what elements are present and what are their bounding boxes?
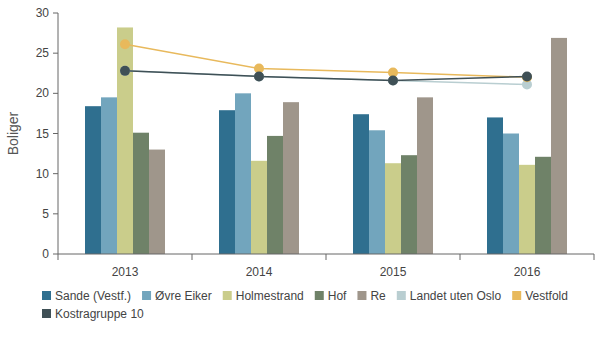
bar [267, 136, 283, 254]
plot-area [85, 27, 567, 254]
bar [117, 27, 133, 254]
y-tick [53, 254, 58, 255]
legend-label: Sande (Vestf.) [55, 289, 131, 303]
line-marker [120, 39, 130, 49]
bar [369, 130, 385, 254]
legend-swatch [223, 291, 232, 300]
legend-swatch [142, 291, 151, 300]
legend-item: Sande (Vestf.) [42, 289, 131, 303]
line-marker [388, 75, 398, 85]
bar [283, 102, 299, 254]
legend-label: Hof [328, 289, 347, 303]
legend-label: Landet uten Oslo [410, 289, 502, 303]
y-tick [53, 93, 58, 94]
line [125, 71, 527, 85]
legend-item: Holmestrand [223, 289, 304, 303]
legend-label: Øvre Eiker [155, 289, 212, 303]
legend-label: Vestfold [525, 289, 568, 303]
bar [353, 114, 369, 254]
y-tick-label: 30 [36, 6, 50, 20]
legend-item: Vestfold [512, 289, 568, 303]
legend-swatch [512, 291, 521, 300]
chart: 0 5 10 15 20 25 30 Boliger 2013 2014 2015 2016 Sande… [0, 0, 600, 338]
legend-swatch [397, 291, 406, 300]
y-tick-label: 25 [36, 46, 50, 60]
x-tick-label: 2014 [246, 265, 273, 279]
bar [219, 110, 235, 254]
bar [401, 155, 417, 254]
bar [535, 157, 551, 254]
line-marker [388, 75, 398, 85]
y-tick-label: 0 [42, 247, 49, 261]
legend-swatch [357, 291, 366, 300]
bar [487, 117, 503, 254]
y-tick [53, 133, 58, 134]
bar [251, 161, 267, 254]
bar [85, 106, 101, 254]
x-tick-separator [460, 254, 461, 260]
x-tick-separator [58, 254, 59, 260]
bar [101, 97, 117, 254]
legend-swatch [42, 309, 51, 318]
x-tick-separator [326, 254, 327, 260]
bar [503, 134, 519, 255]
line-marker [254, 71, 264, 81]
y-tick-label: 10 [36, 167, 50, 181]
legend-item: Kostragruppe 10 [42, 307, 144, 321]
line [125, 44, 527, 77]
y-axis-label: Boliger [5, 111, 21, 155]
line-marker [254, 71, 264, 81]
x-tick-label: 2015 [380, 265, 407, 279]
bar [235, 93, 251, 254]
bar [385, 163, 401, 254]
x-tick-label: 2016 [514, 265, 541, 279]
line-marker [522, 71, 532, 81]
bar [417, 97, 433, 254]
line-marker [120, 66, 130, 76]
legend-item: Hof [315, 289, 347, 303]
x-tick-label: 2013 [112, 265, 139, 279]
bar [149, 150, 165, 254]
y-tick [53, 213, 58, 214]
y-tick-label: 15 [36, 127, 50, 141]
legend-item: Landet uten Oslo [397, 289, 502, 303]
legend-swatch [42, 291, 51, 300]
legend-label: Re [370, 289, 386, 303]
bar [519, 165, 535, 254]
legend-item: Re [357, 289, 386, 303]
x-tick-separator [192, 254, 193, 260]
y-tick [53, 53, 58, 54]
x-tick-separator [594, 254, 595, 260]
y-tick [53, 173, 58, 174]
y-tick [53, 13, 58, 14]
line-marker [522, 72, 532, 82]
y-tick-label: 5 [42, 207, 49, 221]
line [125, 71, 527, 81]
bar [551, 38, 567, 254]
y-tick-label: 20 [36, 86, 50, 100]
legend-label: Kostragruppe 10 [55, 307, 144, 321]
legend-label: Holmestrand [236, 289, 304, 303]
bar [133, 133, 149, 254]
legend-swatch [315, 291, 324, 300]
line-marker [120, 66, 130, 76]
legend-item: Øvre Eiker [142, 289, 212, 303]
